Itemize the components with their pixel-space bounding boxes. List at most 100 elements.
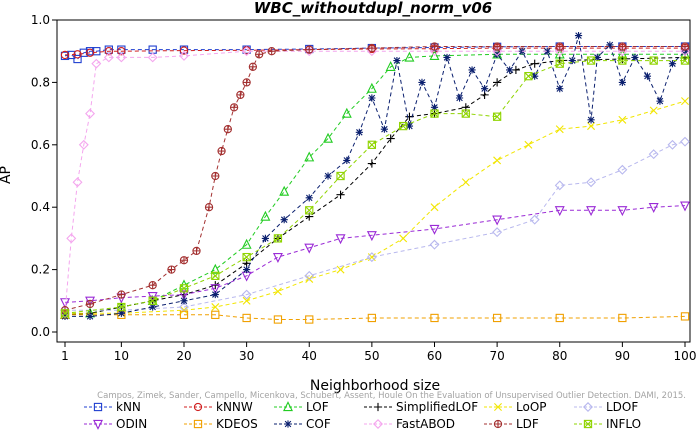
data-point-odin xyxy=(147,291,158,302)
x-tick-label: 80 xyxy=(552,349,567,363)
data-point-cof xyxy=(531,72,539,80)
data-point-lof xyxy=(260,210,271,221)
series-layer xyxy=(60,32,690,324)
marker-cross xyxy=(649,56,658,65)
data-point-ldf xyxy=(85,299,95,309)
legend-marker xyxy=(493,419,503,429)
data-point-odin xyxy=(429,224,440,235)
marker-cross xyxy=(587,56,596,65)
data-point-cof xyxy=(493,50,501,58)
data-point-inflo xyxy=(586,56,596,65)
data-point-fastabod xyxy=(85,108,96,119)
data-point-kdeos xyxy=(618,313,627,323)
legend-label: kNN xyxy=(116,400,141,414)
data-point-odin xyxy=(586,206,597,217)
x-axis-label: Neighborhood size xyxy=(310,378,440,394)
data-point-cof xyxy=(280,216,288,224)
data-point-ldf xyxy=(211,171,220,181)
data-point-lof xyxy=(210,263,221,274)
marker-cross xyxy=(211,271,220,280)
marker-cross xyxy=(61,309,69,318)
data-point-kdeos xyxy=(430,313,439,323)
marker-cross xyxy=(305,46,313,54)
data-point-lof xyxy=(323,132,334,143)
data-point-fastabod xyxy=(78,139,89,150)
data-point-ldof xyxy=(241,289,252,300)
marker-cross xyxy=(149,281,157,289)
series-line-ldof xyxy=(65,141,686,311)
marker-cross xyxy=(273,234,282,243)
data-point-cof xyxy=(393,56,401,65)
data-point-lof xyxy=(341,107,352,118)
data-point-cof xyxy=(506,66,514,74)
x-axis-ticks: 1 10 20 30 40 50 60 70 80 90 100 xyxy=(61,342,696,363)
data-point-ldf xyxy=(217,146,226,156)
data-point-cof xyxy=(574,32,583,40)
data-point-odin xyxy=(60,298,70,309)
data-point-kdeos xyxy=(305,315,314,324)
data-point-inflo xyxy=(117,302,126,312)
data-point-cof xyxy=(593,53,601,62)
marker-box xyxy=(117,302,126,312)
marker-cross xyxy=(430,109,439,118)
data-point-fastabod xyxy=(116,52,127,63)
legend-item-ldf: LDF xyxy=(484,417,539,431)
marker-cross xyxy=(167,266,176,274)
data-point-kdeos xyxy=(555,313,564,323)
legend-item-fastabod: FastABOD xyxy=(364,417,455,431)
marker-cross xyxy=(494,420,502,428)
data-point-ldf xyxy=(492,42,502,51)
marker-cross xyxy=(430,42,439,51)
data-point-ldof xyxy=(617,164,628,175)
data-point-fastabod xyxy=(147,52,158,63)
data-point-odin xyxy=(241,271,252,282)
data-point-loop xyxy=(273,287,282,296)
marker-box xyxy=(367,140,377,149)
legend-item-lof: LOF xyxy=(274,400,329,414)
data-point-loop xyxy=(336,265,345,274)
data-point-fastabod xyxy=(680,46,690,57)
data-point-cof xyxy=(149,303,157,311)
marker-box xyxy=(555,59,564,68)
data-point-cof xyxy=(468,66,476,74)
data-point-inflo xyxy=(305,206,314,215)
data-point-knnw xyxy=(179,46,189,55)
data-point-inflo xyxy=(211,271,220,280)
data-point-odin xyxy=(210,284,221,295)
x-tick-label: 60 xyxy=(427,349,442,363)
x-tick-label: 10 xyxy=(114,349,129,363)
data-point-loop xyxy=(399,234,408,243)
marker-cross xyxy=(180,284,188,293)
y-tick-label: 0.6 xyxy=(31,138,50,152)
marker-cross xyxy=(255,50,263,58)
marker-cross xyxy=(249,63,257,71)
data-point-cof xyxy=(587,116,595,124)
marker-cross xyxy=(192,247,201,255)
data-point-kdeos xyxy=(179,310,189,319)
legend-item-cof: COF xyxy=(274,417,331,431)
data-point-ldf xyxy=(236,90,245,100)
marker-cross xyxy=(399,122,408,131)
data-point-loop xyxy=(618,115,627,124)
series-ldf xyxy=(60,42,690,315)
data-point-cof xyxy=(117,309,125,317)
data-point-cof xyxy=(543,47,551,55)
data-point-fastabod xyxy=(617,46,628,57)
data-point-loop xyxy=(367,253,376,262)
data-point-loop xyxy=(493,156,502,165)
legend-marker xyxy=(193,402,203,412)
data-point-inflo xyxy=(399,121,408,131)
marker-cross xyxy=(86,300,94,308)
data-point-fastabod xyxy=(429,46,440,57)
data-point-lof xyxy=(304,151,315,162)
data-point-knnw xyxy=(85,48,95,57)
marker-cross xyxy=(117,290,125,299)
marker-box xyxy=(583,419,593,429)
x-tick-label: 20 xyxy=(176,349,191,363)
data-point-cof xyxy=(211,290,219,299)
data-point-loop xyxy=(587,122,596,131)
legend-label: LDF xyxy=(516,417,539,431)
data-point-kdeos xyxy=(242,313,251,323)
data-point-ldf xyxy=(254,50,264,59)
